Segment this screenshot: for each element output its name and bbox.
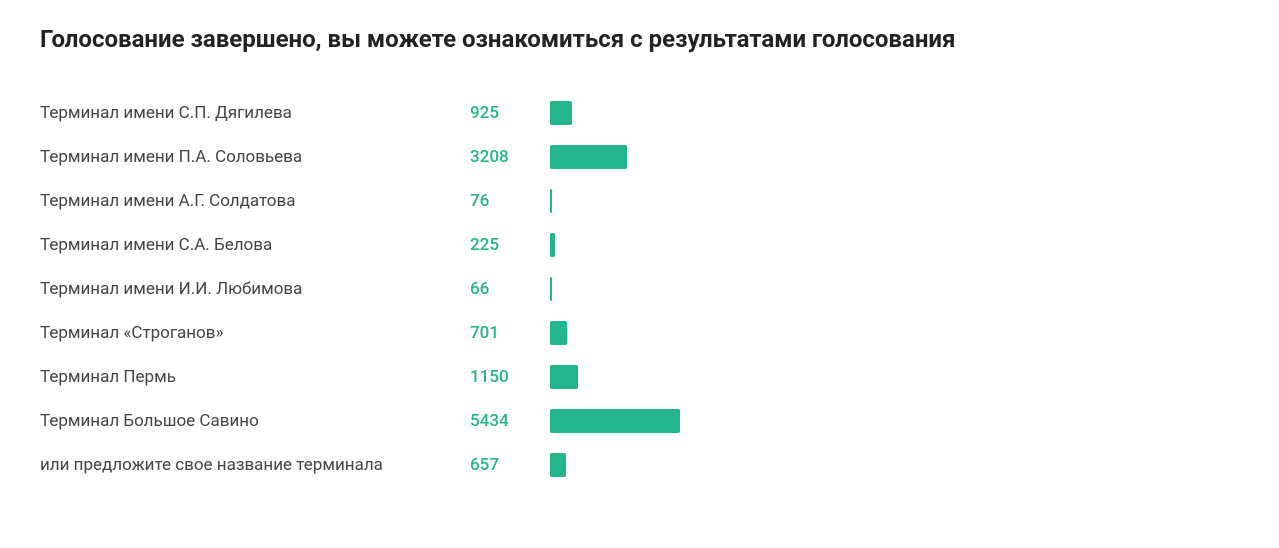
result-row: Терминал Пермь1150 bbox=[40, 355, 1239, 399]
result-label: Терминал Пермь bbox=[40, 367, 470, 387]
result-row: Терминал «Строганов»701 bbox=[40, 311, 1239, 355]
poll-results: Голосование завершено, вы можете ознаком… bbox=[0, 0, 1279, 527]
result-row: Терминал имени П.А. Соловьева3208 bbox=[40, 135, 1239, 179]
result-count: 225 bbox=[470, 235, 550, 255]
result-bar-track bbox=[550, 101, 1239, 125]
result-bar bbox=[550, 277, 552, 301]
result-bar bbox=[550, 145, 627, 169]
result-count: 66 bbox=[470, 279, 550, 299]
result-bar bbox=[550, 189, 552, 213]
result-bar bbox=[550, 321, 567, 345]
result-bar bbox=[550, 365, 578, 389]
result-row: Терминал имени С.А. Белова225 bbox=[40, 223, 1239, 267]
result-count: 1150 bbox=[470, 367, 550, 387]
result-count: 701 bbox=[470, 323, 550, 343]
result-bar bbox=[550, 101, 572, 125]
result-bar-track bbox=[550, 277, 1239, 301]
result-count: 5434 bbox=[470, 411, 550, 431]
result-bar bbox=[550, 233, 555, 257]
result-row: Терминал имени А.Г. Солдатова76 bbox=[40, 179, 1239, 223]
result-row: Терминал имени И.И. Любимова66 bbox=[40, 267, 1239, 311]
result-bar-track bbox=[550, 409, 1239, 433]
result-label: Терминал имени С.П. Дягилева bbox=[40, 103, 470, 123]
result-bar-track bbox=[550, 189, 1239, 213]
result-count: 925 bbox=[470, 103, 550, 123]
result-count: 76 bbox=[470, 191, 550, 211]
result-count: 3208 bbox=[470, 147, 550, 167]
result-label: Терминал имени С.А. Белова bbox=[40, 235, 470, 255]
result-row: Терминал имени С.П. Дягилева925 bbox=[40, 91, 1239, 135]
result-bar bbox=[550, 409, 680, 433]
result-bar-track bbox=[550, 321, 1239, 345]
result-row: или предложите свое название терминала65… bbox=[40, 443, 1239, 487]
result-count: 657 bbox=[470, 455, 550, 475]
result-label: Терминал Большое Савино bbox=[40, 411, 470, 431]
result-bar-track bbox=[550, 145, 1239, 169]
result-bar bbox=[550, 453, 566, 477]
result-label: Терминал «Строганов» bbox=[40, 323, 470, 343]
result-label: Терминал имени И.И. Любимова bbox=[40, 279, 470, 299]
page-title: Голосование завершено, вы можете ознаком… bbox=[40, 24, 1239, 55]
result-label: или предложите свое название терминала bbox=[40, 455, 470, 475]
result-bar-track bbox=[550, 365, 1239, 389]
result-label: Терминал имени А.Г. Солдатова bbox=[40, 191, 470, 211]
results-list: Терминал имени С.П. Дягилева925Терминал … bbox=[40, 91, 1239, 487]
result-bar-track bbox=[550, 233, 1239, 257]
result-row: Терминал Большое Савино5434 bbox=[40, 399, 1239, 443]
result-bar-track bbox=[550, 453, 1239, 477]
result-label: Терминал имени П.А. Соловьева bbox=[40, 147, 470, 167]
